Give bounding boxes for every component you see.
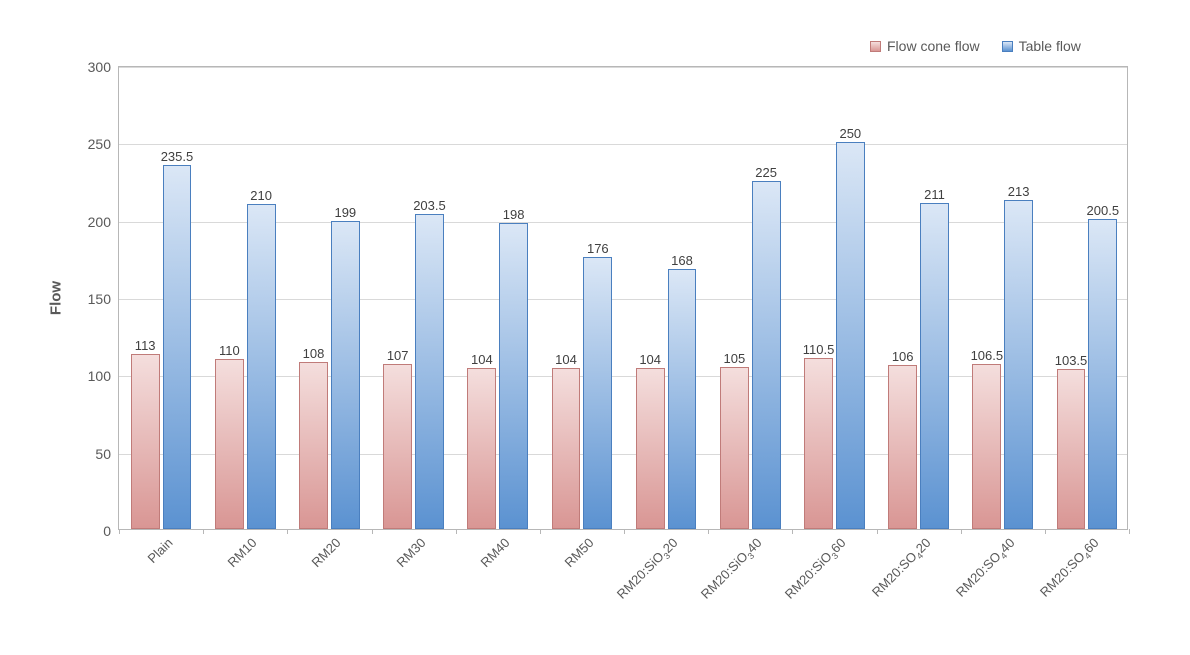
legend-label: Table flow (1019, 38, 1081, 54)
bar (752, 181, 781, 529)
data-label: 250 (839, 126, 861, 144)
plot-area: 050100150200250300Plain113235.5RM1011021… (118, 66, 1128, 530)
data-label: 110.5 (803, 342, 835, 360)
x-tick-mark (961, 529, 962, 534)
x-tick-mark (540, 529, 541, 534)
bar (920, 203, 949, 529)
bar (552, 368, 581, 529)
y-axis-title: Flow (48, 281, 65, 315)
x-tick-mark (877, 529, 878, 534)
data-label: 200.5 (1087, 203, 1120, 221)
data-label: 199 (334, 205, 356, 223)
gridline (119, 67, 1127, 68)
bar (383, 364, 412, 529)
bar (1057, 369, 1086, 529)
data-label: 106 (892, 349, 914, 367)
y-tick-label: 200 (88, 214, 119, 230)
y-tick-label: 300 (88, 59, 119, 75)
x-tick-mark (372, 529, 373, 534)
data-label: 105 (723, 351, 745, 369)
bar (720, 367, 749, 529)
y-tick-label: 0 (103, 523, 119, 539)
legend-swatch (870, 41, 881, 52)
bar (467, 368, 496, 529)
x-tick-mark (119, 529, 120, 534)
bar (1004, 200, 1033, 529)
bar (215, 359, 244, 529)
data-label: 213 (1008, 184, 1030, 202)
flow-bar-chart: Flow cone flow Table flow Flow 0 50 100 150 2… (0, 0, 1190, 655)
data-label: 211 (924, 187, 945, 205)
legend-item: Flow cone flow (870, 38, 980, 54)
bar (804, 358, 833, 529)
data-label: 168 (671, 253, 693, 271)
data-label: 110 (219, 343, 240, 361)
x-tick-mark (203, 529, 204, 534)
bar (583, 257, 612, 529)
data-label: 104 (471, 352, 493, 370)
bar (499, 223, 528, 529)
data-label: 225 (755, 165, 777, 183)
legend-item: Table flow (1002, 38, 1081, 54)
bar (636, 368, 665, 529)
y-tick-label: 250 (88, 136, 119, 152)
y-tick-label: 150 (88, 291, 119, 307)
bar (131, 354, 160, 529)
x-tick-mark (1129, 529, 1130, 534)
data-label: 198 (503, 207, 525, 225)
data-label: 176 (587, 241, 609, 259)
bar (668, 269, 697, 529)
x-tick-mark (708, 529, 709, 534)
legend-label: Flow cone flow (887, 38, 980, 54)
bar (836, 142, 865, 529)
data-label: 103.5 (1055, 353, 1088, 371)
bar (163, 165, 192, 529)
data-label: 210 (250, 188, 272, 206)
x-tick-mark (624, 529, 625, 534)
data-label: 104 (555, 352, 577, 370)
data-label: 106.5 (971, 348, 1004, 366)
bar (299, 362, 328, 529)
bar (972, 364, 1001, 529)
x-tick-mark (792, 529, 793, 534)
x-tick-mark (456, 529, 457, 534)
y-tick-label: 50 (95, 446, 119, 462)
bar (415, 214, 444, 529)
data-label: 113 (135, 338, 156, 356)
legend-swatch (1002, 41, 1013, 52)
bar (247, 204, 276, 529)
y-tick-label: 100 (88, 368, 119, 384)
bar (331, 221, 360, 529)
bar (888, 365, 917, 529)
data-label: 235.5 (161, 149, 194, 167)
gridline (119, 144, 1127, 145)
x-tick-mark (287, 529, 288, 534)
bar (1088, 219, 1117, 529)
data-label: 104 (639, 352, 661, 370)
data-label: 108 (303, 346, 325, 364)
data-label: 107 (387, 348, 409, 366)
x-tick-mark (1045, 529, 1046, 534)
legend: Flow cone flow Table flow (870, 38, 1081, 54)
data-label: 203.5 (413, 198, 446, 216)
